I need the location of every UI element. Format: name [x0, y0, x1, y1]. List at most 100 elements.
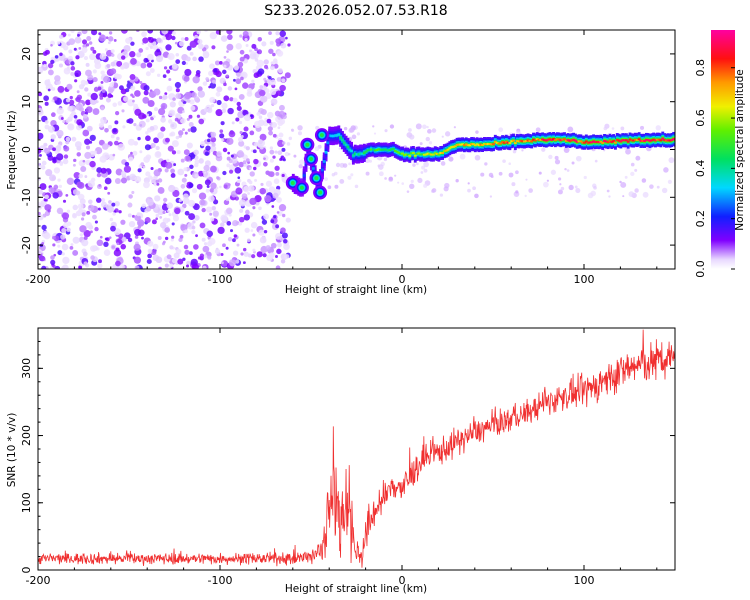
- spectrogram-noise-cell: [249, 130, 255, 136]
- spectrogram-noise-cell: [502, 159, 506, 163]
- spectrogram-noise-cell: [593, 186, 597, 190]
- spectrogram-noise-cell: [185, 264, 190, 268]
- spectrogram-noise-cell: [74, 36, 82, 44]
- spectrogram-noise-cell: [175, 59, 181, 64]
- spectrogram-noise-cell: [431, 188, 437, 193]
- spectrogram-noise-cell: [103, 241, 109, 247]
- spectrogram-noise-cell: [67, 33, 71, 37]
- spectrogram-noise-cell: [226, 137, 234, 145]
- spectrogram-cell: [357, 153, 361, 156]
- spectrogram-noise-cell: [269, 149, 275, 155]
- spectrogram-noise-cell: [121, 30, 128, 34]
- spectrogram-noise-cell: [226, 208, 233, 215]
- spectrogram-noise-cell: [548, 154, 553, 160]
- spectrogram-cell: [593, 141, 597, 144]
- spectrogram-noise-cell: [342, 163, 348, 168]
- spectrogram-noise-cell: [77, 203, 84, 210]
- spectrogram-noise-cell: [186, 45, 192, 51]
- spectrogram-cell: [646, 139, 650, 142]
- spectrogram-noise-cell: [199, 253, 205, 258]
- spectrogram-noise-cell: [343, 126, 348, 131]
- spectrogram-noise-cell: [225, 198, 229, 202]
- spectrogram-noise-cell: [195, 234, 198, 238]
- spectrogram-noise-cell: [240, 135, 244, 139]
- spectrogram-noise-cell: [52, 192, 59, 199]
- spectrogram-noise-cell: [38, 132, 44, 140]
- spectrogram-noise-cell: [258, 206, 262, 211]
- spectrogram-noise-cell: [525, 178, 528, 181]
- spectrogram-noise-cell: [178, 40, 185, 47]
- spectrogram-noise-cell: [75, 96, 81, 103]
- spectrogram-noise-cell: [270, 242, 277, 249]
- spectrogram-noise-cell: [467, 188, 471, 193]
- spectrogram-noise-cell: [108, 236, 112, 239]
- spectrogram-noise-cell: [202, 50, 210, 58]
- spectrogram-noise-cell: [182, 257, 186, 261]
- spectrogram-noise-cell: [285, 36, 288, 40]
- spectrogram-noise-cell: [130, 41, 135, 46]
- spectrogram-noise-cell: [575, 155, 582, 162]
- spectrogram-noise-cell: [277, 68, 283, 74]
- spectrogram-cell: [410, 152, 414, 155]
- spectrogram-noise-cell: [136, 212, 141, 217]
- spectrogram-cell: [543, 139, 546, 142]
- snr-panel: -200 -100 0 100 0 100 200 300 Height of straig…: [6, 327, 676, 595]
- spectrogram-noise-cell: [80, 79, 86, 86]
- spectrogram-noise-cell: [150, 166, 154, 171]
- spectrogram-noise-cell: [65, 118, 70, 123]
- spectrogram-noise-cell: [272, 52, 276, 57]
- spectrogram-noise-cell: [89, 134, 96, 141]
- spectrogram-noise-cell: [73, 171, 81, 179]
- spectrogram-noise-cell: [439, 193, 444, 197]
- spectrogram-noise-cell: [563, 147, 570, 154]
- spectrogram-noise-cell: [79, 198, 86, 205]
- spectrogram-noise-cell: [208, 237, 216, 245]
- spectrogram-noise-cell: [232, 250, 239, 256]
- spectrogram-noise-cell: [65, 193, 69, 197]
- spectrogram-noise-cell: [177, 258, 184, 265]
- spectrogram-noise-cell: [157, 178, 163, 183]
- spectrogram-noise-cell: [169, 263, 174, 268]
- spectrogram-noise-cell: [194, 159, 200, 165]
- spectrogram-noise-cell: [428, 141, 433, 145]
- spectrogram-noise-cell: [168, 119, 173, 124]
- spectrogram-noise-cell: [102, 92, 108, 98]
- spectrogram-noise-cell: [221, 261, 224, 265]
- spectrogram-noise-cell: [143, 84, 150, 92]
- spectrogram-cell: [577, 140, 581, 143]
- spectrogram-noise-cell: [281, 78, 286, 83]
- spectrogram-noise-cell: [203, 254, 208, 259]
- spectrogram-noise-cell: [89, 230, 93, 234]
- spectrogram-noise-cell: [136, 30, 140, 33]
- spectrogram-noise-cell: [174, 81, 182, 89]
- spectrogram-noise-cell: [73, 158, 77, 163]
- spectrogram-noise-cell: [264, 195, 272, 203]
- spectrogram-noise-cell: [263, 157, 266, 161]
- spectrogram-noise-cell: [154, 195, 161, 202]
- spectrogram-cell: [584, 140, 588, 143]
- spectrogram-noise-cell: [239, 34, 243, 38]
- spectrogram-noise-cell: [201, 237, 206, 242]
- spectrogram-noise-cell: [271, 122, 278, 128]
- spectrogram-noise-cell: [649, 184, 654, 189]
- spectrogram-noise-cell: [47, 88, 51, 92]
- spectrogram-noise-cell: [81, 30, 88, 35]
- spectrogram-cell: [541, 138, 545, 141]
- spectrogram-noise-cell: [223, 95, 230, 102]
- spectrogram-noise-cell: [108, 31, 113, 35]
- spectrogram-noise-cell: [408, 128, 412, 132]
- spectrogram-noise-cell: [127, 138, 135, 146]
- spectrogram-cell: [309, 157, 313, 162]
- spectrogram-noise-cell: [431, 128, 437, 133]
- spectrogram-noise-cell: [251, 254, 256, 259]
- spectrogram-noise-cell: [57, 244, 61, 248]
- spectrogram-noise-cell: [291, 128, 295, 132]
- spectrogram-noise-cell: [141, 203, 147, 209]
- spectrogram-noise-cell: [113, 249, 122, 257]
- spectrogram-noise-cell: [92, 69, 97, 74]
- spectrogram-noise-cell: [161, 30, 169, 35]
- spectrogram-noise-cell: [204, 151, 210, 156]
- spectrogram-cell: [519, 139, 523, 142]
- spectrogram-noise-cell: [56, 153, 64, 161]
- spectrogram-noise-cell: [171, 63, 178, 70]
